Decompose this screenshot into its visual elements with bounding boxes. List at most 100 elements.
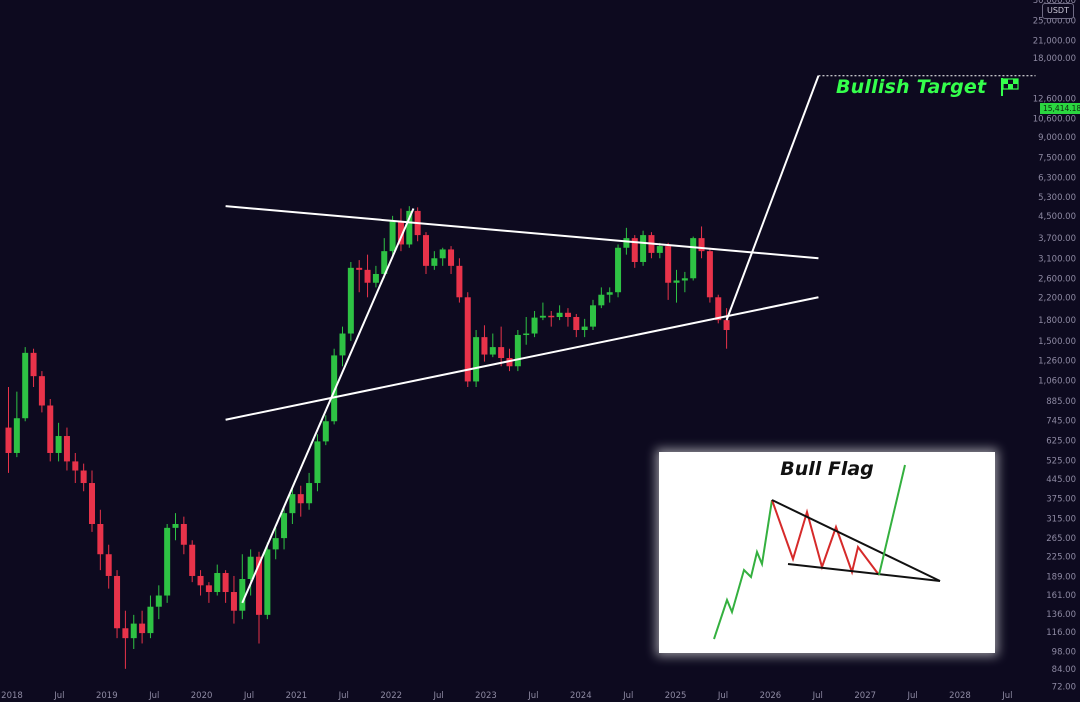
candle-up — [623, 238, 630, 248]
flag-upper-boundary — [771, 499, 941, 582]
candle-up — [381, 251, 388, 274]
candle-down — [189, 544, 196, 576]
candle-down — [706, 251, 713, 298]
y-tick-label: 98.00 — [1052, 647, 1076, 657]
candle-down — [63, 436, 70, 462]
y-tick-label: 116.00 — [1046, 628, 1076, 638]
x-axis: 2018 Jul 2019 Jul 2020 Jul 2021 Jul 2022 Jul 2023 J… — [1, 691, 1012, 701]
candle-up — [514, 334, 521, 367]
y-tick-label: 25,000.00 — [1033, 17, 1076, 27]
candle-down — [47, 405, 54, 453]
candle-down — [397, 221, 404, 245]
x-tick-label: Jul — [717, 691, 728, 701]
y-tick-label: 2,200.00 — [1038, 293, 1076, 303]
x-tick-label: Jul — [243, 691, 254, 701]
y-tick-label: 375.00 — [1046, 495, 1076, 505]
candle-up — [656, 246, 663, 253]
y-tick-label: 10,600.00 — [1033, 114, 1076, 124]
candle-up — [322, 421, 329, 442]
y-tick-label: 2,600.00 — [1038, 274, 1076, 284]
y-tick-label: 1,500.00 — [1038, 337, 1076, 347]
y-tick-label: 885.00 — [1046, 397, 1076, 407]
y-tick-label: 72.00 — [1052, 682, 1076, 692]
candle-down — [698, 238, 705, 252]
y-tick-label: 12,600.00 — [1033, 95, 1076, 105]
candle-up — [55, 436, 62, 453]
candle-down — [356, 267, 363, 270]
candle-up — [214, 573, 221, 593]
x-tick-label: 2023 — [475, 691, 497, 701]
candle-down — [723, 320, 730, 331]
candle-down — [205, 585, 212, 593]
candle-down — [139, 623, 146, 634]
y-tick-label: 1,800.00 — [1038, 316, 1076, 326]
candle-up — [581, 326, 588, 331]
candle-down — [506, 358, 513, 367]
x-tick-label: 2026 — [760, 691, 782, 701]
candle-down — [89, 483, 95, 524]
candle-down — [80, 470, 87, 484]
candle-up — [264, 549, 271, 615]
candle-up — [281, 513, 288, 539]
candle-up — [606, 292, 613, 295]
candle-up — [347, 267, 354, 334]
bullish-target-label: Bullish Target — [836, 76, 987, 98]
candle-down — [297, 494, 304, 504]
candle-up — [406, 210, 413, 245]
candle-up — [431, 258, 438, 266]
candle-up — [673, 280, 680, 283]
x-tick-label: Jul — [906, 691, 917, 701]
candle-up — [489, 347, 496, 355]
y-tick-label: 265.00 — [1046, 534, 1076, 544]
candle-down — [464, 297, 471, 382]
x-tick-label: Jul — [527, 691, 538, 701]
y-tick-label: 745.00 — [1046, 416, 1076, 426]
y-tick-label: 5,300.00 — [1038, 193, 1076, 203]
y-tick-label: 3,700.00 — [1038, 234, 1076, 244]
candle-down — [256, 556, 262, 615]
candle-up — [531, 317, 538, 334]
candle-up — [306, 483, 313, 504]
x-tick-label: 2018 — [1, 691, 23, 701]
candle-down — [122, 628, 129, 639]
y-tick-label: 21,000.00 — [1033, 37, 1076, 47]
candle-down — [38, 376, 45, 406]
candle-down — [230, 592, 237, 611]
y-tick-label: 1,060.00 — [1038, 376, 1076, 386]
candle-down — [114, 575, 121, 629]
candle-up — [556, 312, 563, 318]
trendline — [225, 296, 819, 421]
checkered-flag-icon — [1001, 78, 1019, 96]
candle-up — [690, 238, 697, 279]
y-tick-label: 4,500.00 — [1038, 212, 1076, 222]
flag-zigzag — [771, 499, 880, 576]
y-tick-label: 525.00 — [1046, 456, 1076, 466]
candle-down — [573, 317, 580, 331]
y-tick-label: 1,260.00 — [1038, 357, 1076, 367]
candle-up — [439, 249, 446, 259]
candle-up — [239, 579, 246, 611]
flag-lower-boundary — [787, 563, 941, 582]
candle-down — [498, 347, 505, 359]
current-price-tag: 15,414.18 — [1040, 103, 1080, 114]
x-tick-label: 2021 — [286, 691, 308, 701]
x-tick-label: 2020 — [191, 691, 213, 701]
currency-badge[interactable]: USDT — [1042, 3, 1074, 19]
x-tick-label: Jul — [812, 691, 823, 701]
x-tick-label: Jul — [1001, 691, 1012, 701]
y-tick-label: 136.00 — [1046, 610, 1076, 620]
candle-up — [289, 494, 296, 514]
x-tick-label: Jul — [622, 691, 633, 701]
y-tick-label: 7,500.00 — [1038, 154, 1076, 164]
breakout-leg — [878, 464, 906, 576]
candle-down — [564, 312, 571, 318]
candle-up — [640, 235, 647, 262]
y-axis: 30,000.00 25,000.00 21,000.00 18,000.00 12,6… — [1033, 0, 1076, 692]
x-tick-label: 2019 — [96, 691, 118, 701]
trendline — [725, 75, 820, 321]
x-tick-label: 2025 — [665, 691, 687, 701]
candle-down — [197, 575, 204, 586]
y-tick-label: 3,100.00 — [1038, 254, 1076, 264]
candle-up — [615, 247, 622, 293]
